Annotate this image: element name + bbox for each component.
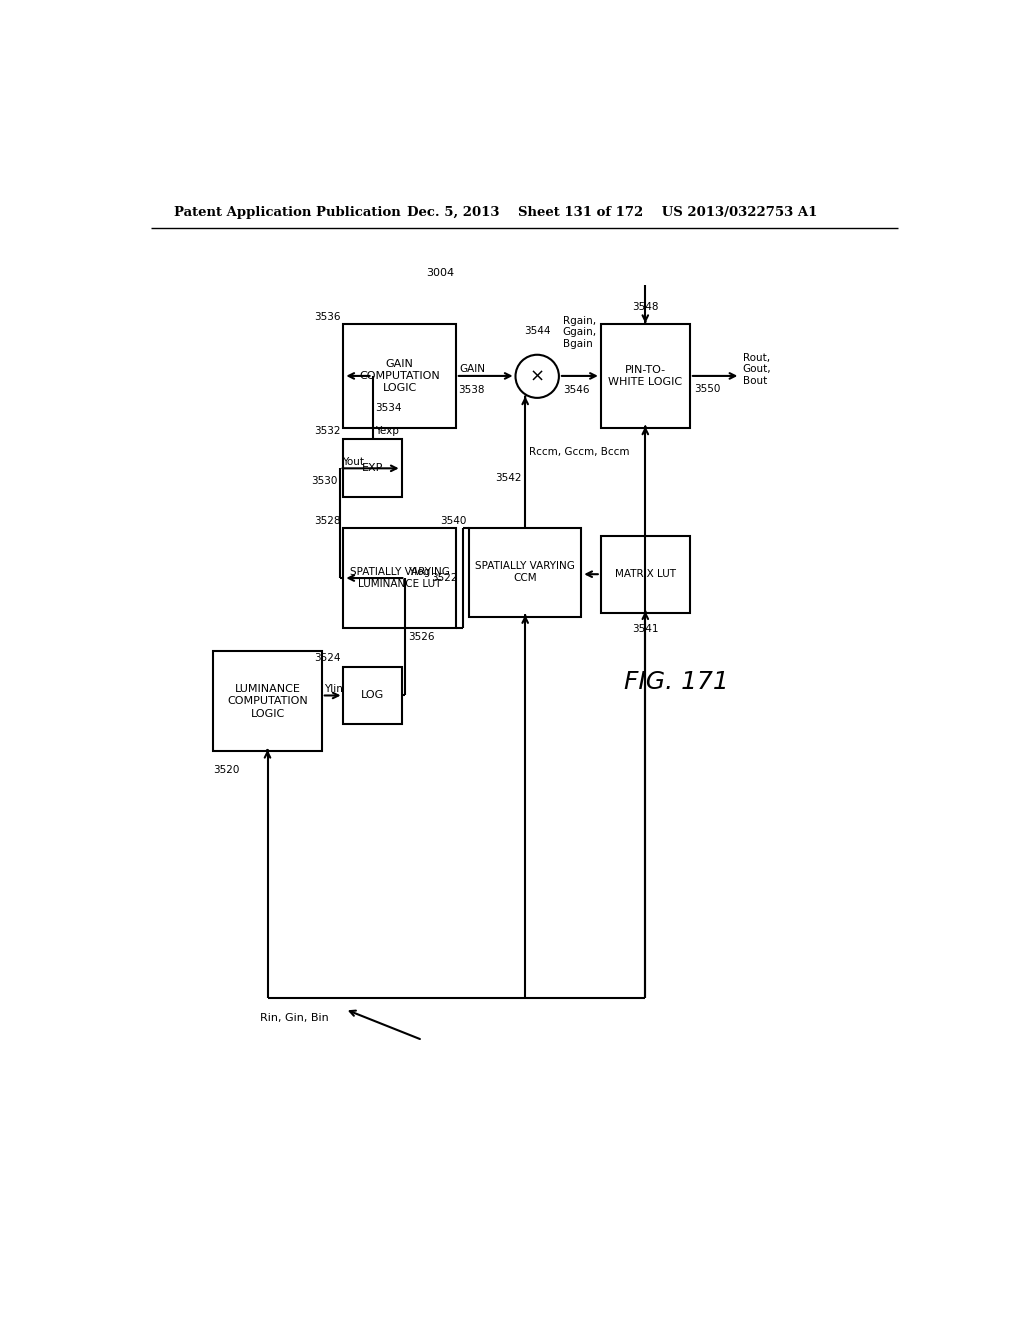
Text: SPATIALLY VARYING
CCM: SPATIALLY VARYING CCM <box>475 561 575 583</box>
Text: 3004: 3004 <box>426 268 455 277</box>
Text: Dec. 5, 2013    Sheet 131 of 172    US 2013/0322753 A1: Dec. 5, 2013 Sheet 131 of 172 US 2013/03… <box>407 206 817 219</box>
Bar <box>343 667 401 725</box>
Text: 3522: 3522 <box>431 573 458 583</box>
Text: 3550: 3550 <box>693 384 720 393</box>
Text: Ylog: Ylog <box>408 566 430 577</box>
Text: 3538: 3538 <box>458 385 484 395</box>
Bar <box>343 323 456 428</box>
Bar <box>343 528 456 628</box>
Text: Patent Application Publication: Patent Application Publication <box>174 206 401 219</box>
Text: 3548: 3548 <box>632 302 658 313</box>
Text: EXP: EXP <box>361 463 383 474</box>
Text: 3532: 3532 <box>314 425 341 436</box>
Bar <box>469 528 582 616</box>
Text: 3526: 3526 <box>408 632 434 642</box>
Text: 3530: 3530 <box>311 477 338 486</box>
Text: ×: × <box>529 367 545 385</box>
Text: 3534: 3534 <box>375 403 401 413</box>
Text: PIN-TO-
WHITE LOGIC: PIN-TO- WHITE LOGIC <box>608 364 682 387</box>
Text: Rgain,
Ggain,
Bgain: Rgain, Ggain, Bgain <box>563 315 597 348</box>
Text: LUMINANCE
COMPUTATION
LOGIC: LUMINANCE COMPUTATION LOGIC <box>227 684 308 718</box>
Text: 3536: 3536 <box>314 312 341 322</box>
Bar <box>601 536 690 612</box>
Text: 3520: 3520 <box>213 766 240 775</box>
Text: GAIN: GAIN <box>460 364 485 375</box>
Text: FIG. 171: FIG. 171 <box>624 671 729 694</box>
Text: 3541: 3541 <box>632 624 658 634</box>
Text: Rin, Gin, Bin: Rin, Gin, Bin <box>260 1014 329 1023</box>
Text: Rout,
Gout,
Bout: Rout, Gout, Bout <box>742 352 771 385</box>
Bar <box>213 651 322 751</box>
Text: 3528: 3528 <box>314 516 341 525</box>
Text: Rccm, Gccm, Bccm: Rccm, Gccm, Bccm <box>529 447 630 457</box>
Text: LOG: LOG <box>360 690 384 701</box>
Text: 3540: 3540 <box>440 516 467 525</box>
Text: 3524: 3524 <box>314 653 341 663</box>
Text: GAIN
COMPUTATION
LOGIC: GAIN COMPUTATION LOGIC <box>359 359 440 393</box>
Text: SPATIALLY VARYING
LUMINANCE LUT: SPATIALLY VARYING LUMINANCE LUT <box>350 566 450 589</box>
Text: 3542: 3542 <box>495 474 521 483</box>
Bar <box>343 440 401 498</box>
Text: 3546: 3546 <box>563 385 589 395</box>
Text: 3544: 3544 <box>524 326 551 335</box>
Text: MATRIX LUT: MATRIX LUT <box>614 569 676 579</box>
Text: Ylin: Ylin <box>324 684 343 694</box>
Text: Yexp: Yexp <box>375 425 398 436</box>
Text: Yout: Yout <box>342 457 364 467</box>
Bar <box>601 323 690 428</box>
